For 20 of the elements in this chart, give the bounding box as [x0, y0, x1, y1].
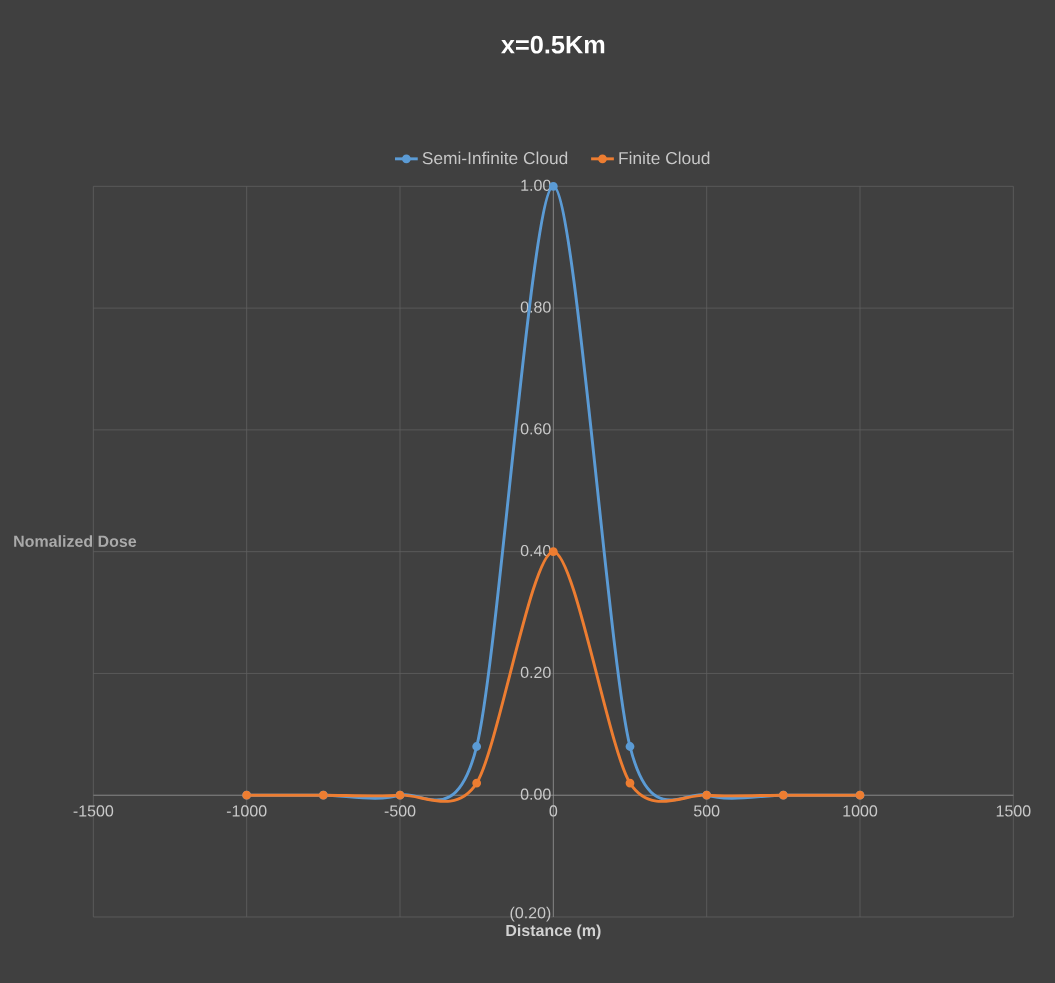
x-tick-label: -1000	[226, 805, 267, 817]
legend-label: Semi-Infinite Cloud	[422, 151, 568, 165]
x-tick-label: 500	[693, 805, 720, 817]
y-tick-label: 0.20	[520, 666, 551, 679]
x-tick-label: 1000	[843, 805, 878, 817]
point	[472, 742, 482, 751]
x-tick-label: -500	[384, 805, 416, 817]
chart-title: x=0.5Km	[501, 35, 605, 54]
y-axis-title: Nomalized Dose	[14, 535, 137, 547]
point	[625, 742, 635, 751]
x-tick-label: -1500	[73, 805, 114, 817]
point	[472, 778, 482, 788]
y-tick-label: 0.00	[520, 788, 551, 800]
point	[625, 778, 635, 788]
y-tick-label: 0.60	[520, 423, 551, 435]
x-tick-label: 1500	[996, 805, 1031, 817]
x-axis-title: Distance (m)	[506, 924, 601, 940]
x-tick-label: 0	[549, 805, 558, 817]
y-tick-label: (0.20)	[510, 906, 551, 922]
legend-label: Finite Cloud	[619, 151, 710, 165]
